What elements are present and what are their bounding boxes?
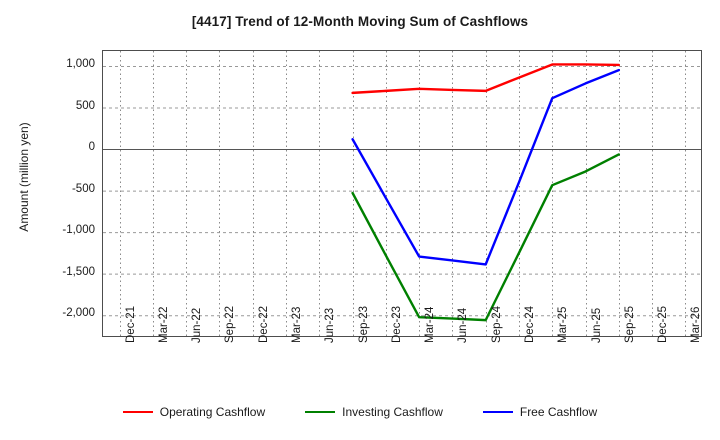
y-axis-tick-label: -500: [71, 182, 95, 195]
x-axis-tick-label: Jun-23: [324, 307, 337, 343]
legend-color-swatch: [122, 410, 153, 414]
x-axis-tick-label: Dec-21: [124, 305, 137, 343]
y-axis-tick-label: -1,000: [62, 224, 95, 237]
legend-item[interactable]: Free Cashflow: [482, 405, 598, 419]
x-axis-tick-label: Dec-23: [390, 305, 403, 343]
gridlines: [103, 51, 702, 336]
chart-legend: Operating Cashflow Investing Cashflow Free…: [0, 405, 720, 419]
plot-frame: [102, 50, 702, 337]
legend-item[interactable]: Investing Cashflow: [305, 405, 443, 419]
x-axis-tick-label: Jun-24: [457, 307, 470, 343]
legend-color-swatch: [482, 410, 513, 414]
x-axis-tick-label: Dec-25: [657, 305, 670, 343]
legend-color-swatch: [305, 410, 336, 414]
y-axis-tick-labels: 1,000 500 0 -500 -1,000 -1,500 -2,000: [33, 0, 95, 440]
legend-label: Free Cashflow: [519, 405, 598, 419]
data-series-layer: [351, 63, 621, 322]
chart-title: [4417] Trend of 12-Month Moving Sum of C…: [191, 14, 529, 29]
x-axis-tick-label: Jun-22: [191, 307, 204, 343]
x-axis-tick-label: Jun-25: [590, 307, 603, 343]
y-axis-tick-label: -1,500: [62, 265, 95, 278]
y-axis-tick-label: 1,000: [66, 57, 95, 70]
series-line: [351, 153, 621, 322]
x-axis-tick-label: Sep-25: [623, 305, 636, 343]
x-axis-tick-label: Mar-22: [157, 306, 170, 343]
x-axis-tick-label: Mar-25: [557, 306, 570, 343]
x-axis-tick-label: Sep-22: [224, 305, 237, 343]
x-axis-tick-label: Sep-24: [490, 305, 503, 343]
legend-label: Investing Cashflow: [342, 405, 443, 419]
x-axis-tick-label: Mar-24: [424, 306, 437, 343]
y-axis-tick-label: 0: [88, 141, 95, 154]
x-axis-tick-label: Mar-26: [690, 306, 703, 343]
legend-label: Operating Cashflow: [159, 405, 266, 419]
series-line: [351, 63, 621, 95]
x-axis-tick-label: Dec-22: [257, 305, 270, 343]
y-axis-tick-label: 500: [75, 99, 95, 112]
x-axis-tick-label: Dec-24: [523, 305, 536, 343]
x-axis-tick-label: Sep-23: [357, 305, 370, 343]
legend-item[interactable]: Operating Cashflow: [122, 405, 266, 419]
series-line: [351, 68, 621, 266]
x-axis-tick-label: Mar-23: [291, 306, 304, 343]
y-axis-tick-label: -2,000: [62, 307, 95, 320]
